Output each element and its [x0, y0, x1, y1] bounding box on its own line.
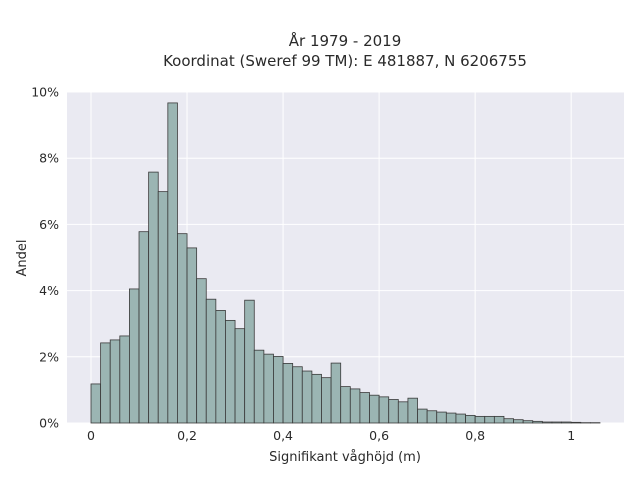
histogram-bar-36 [436, 411, 447, 424]
histogram-bar-22 [301, 370, 313, 424]
histogram-bar-43 [503, 418, 514, 424]
histogram-bar-38 [455, 413, 466, 424]
y-axis-ticks: 0% 2% 4% 6% 8% 10% [31, 85, 59, 431]
histogram-bar-25 [330, 362, 342, 424]
histogram-bar-33 [407, 397, 418, 424]
histogram-bar-29 [369, 394, 380, 424]
histogram-bar-24 [321, 377, 332, 424]
histogram-bar-40 [474, 415, 486, 424]
x-axis-ticks: 0 0,2 0,4 0,6 0,8 1 [87, 428, 575, 443]
chart-title-line1: År 1979 - 2019 [289, 31, 402, 50]
x-tick-label-2: 0,4 [273, 428, 293, 443]
histogram-bar-35 [426, 410, 438, 424]
histogram-bar-34 [417, 408, 428, 424]
histogram-bar-2 [109, 339, 121, 424]
histogram-bar-6 [148, 171, 159, 424]
histogram-bar-28 [359, 392, 370, 424]
histogram-bar-15 [234, 328, 246, 424]
y-tick-label-2: 4% [39, 283, 59, 298]
histogram-bar-37 [445, 412, 457, 424]
histogram-bar-32 [397, 401, 409, 424]
histogram-bar-42 [493, 415, 505, 424]
histogram-bar-3 [119, 335, 130, 424]
histogram-bar-50 [570, 421, 582, 424]
histogram-bar-17 [253, 349, 265, 424]
histogram-bar-5 [138, 231, 150, 424]
histogram-bar-8 [167, 102, 178, 424]
histogram-bar-19 [273, 356, 284, 424]
histogram-bar-45 [522, 420, 534, 424]
histogram-bar-9 [177, 233, 188, 424]
x-axis-label: Signifikant våghöjd (m) [269, 450, 421, 465]
histogram-bar-13 [215, 310, 226, 424]
histogram-bars [90, 102, 601, 424]
histogram-bar-7 [157, 191, 169, 424]
histogram-bar-26 [340, 386, 351, 424]
histogram-bar-16 [244, 299, 255, 424]
y-tick-label-4: 8% [39, 151, 59, 166]
histogram-bar-48 [551, 421, 562, 424]
histogram-bar-39 [465, 414, 476, 424]
y-tick-label-3: 6% [39, 217, 59, 232]
x-tick-label-0: 0 [87, 428, 95, 443]
histogram-bar-0 [90, 383, 102, 424]
x-tick-label-1: 0,2 [177, 428, 197, 443]
histogram-bar-49 [561, 421, 572, 424]
chart-title-line2: Koordinat (Sweref 99 TM): E 481887, N 62… [163, 52, 527, 70]
x-tick-label-4: 0,8 [465, 428, 485, 443]
histogram-bar-11 [196, 278, 207, 424]
histogram-bar-41 [484, 415, 495, 424]
histogram-bar-20 [282, 363, 294, 424]
histogram-bar-1 [100, 342, 111, 424]
y-tick-label-1: 2% [39, 349, 59, 364]
histogram-bar-4 [129, 288, 140, 424]
x-tick-label-5: 1 [567, 428, 575, 443]
histogram-bar-12 [205, 298, 217, 424]
histogram-bar-31 [388, 399, 399, 424]
y-axis-label: Andel [15, 240, 30, 277]
histogram-bar-47 [541, 421, 553, 424]
y-tick-label-5: 10% [31, 85, 59, 100]
histogram-bar-27 [349, 388, 361, 424]
x-tick-label-3: 0,6 [369, 428, 389, 443]
histogram-bar-23 [311, 373, 322, 424]
histogram-bar-30 [378, 396, 390, 424]
histogram-bar-10 [186, 247, 198, 424]
histogram-bar-44 [513, 419, 524, 424]
histogram-bar-46 [532, 420, 543, 424]
y-tick-label-0: 0% [39, 416, 59, 431]
histogram-bar-18 [263, 353, 274, 424]
histogram-bar-21 [292, 366, 303, 424]
histogram-bar-14 [225, 319, 236, 424]
